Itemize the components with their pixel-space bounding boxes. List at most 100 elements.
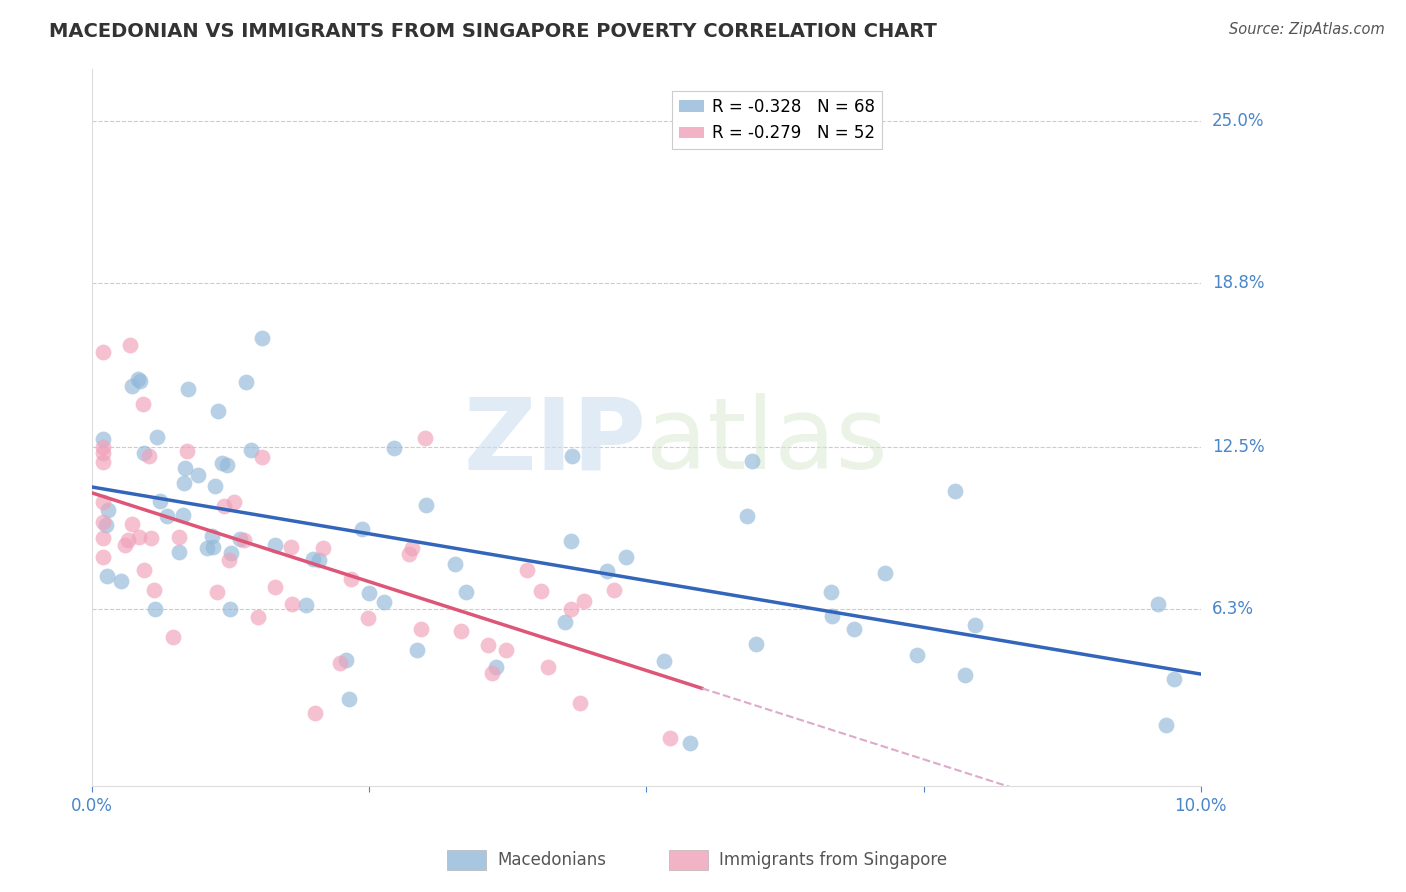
Point bbox=[350, 522, 373, 536]
Point bbox=[304, 706, 326, 720]
Point bbox=[1163, 672, 1185, 686]
Point bbox=[359, 586, 381, 600]
Point bbox=[965, 618, 987, 632]
Point bbox=[91, 433, 114, 447]
Point bbox=[91, 446, 114, 460]
Point bbox=[215, 458, 238, 472]
Point bbox=[156, 508, 179, 523]
Point bbox=[308, 553, 330, 567]
Point bbox=[450, 624, 472, 639]
Point bbox=[537, 660, 560, 674]
Point bbox=[495, 643, 517, 657]
Point bbox=[398, 547, 420, 561]
Point bbox=[252, 450, 274, 464]
Point bbox=[356, 611, 378, 625]
Text: 18.8%: 18.8% bbox=[1212, 274, 1264, 292]
Point bbox=[121, 379, 143, 393]
Point bbox=[97, 502, 120, 516]
Text: Source: ZipAtlas.com: Source: ZipAtlas.com bbox=[1229, 22, 1385, 37]
Point bbox=[312, 541, 335, 555]
Point bbox=[602, 582, 624, 597]
Point bbox=[301, 552, 323, 566]
Point bbox=[235, 375, 257, 389]
Point bbox=[382, 441, 405, 455]
Point bbox=[214, 499, 236, 513]
Point bbox=[219, 546, 242, 560]
Point bbox=[735, 508, 758, 523]
Point bbox=[953, 667, 976, 681]
Point bbox=[413, 431, 436, 445]
Text: 6.3%: 6.3% bbox=[1212, 599, 1254, 617]
Point bbox=[91, 516, 114, 530]
Point bbox=[246, 610, 269, 624]
Point bbox=[201, 529, 224, 543]
Point bbox=[162, 630, 184, 644]
Point bbox=[820, 608, 842, 623]
Point bbox=[943, 484, 966, 499]
Point bbox=[250, 330, 273, 344]
Point bbox=[477, 638, 499, 652]
Point bbox=[444, 557, 467, 571]
Point bbox=[337, 692, 360, 706]
Point bbox=[91, 440, 114, 454]
Point bbox=[561, 449, 583, 463]
Point bbox=[654, 654, 676, 668]
Point bbox=[91, 345, 114, 359]
Point bbox=[177, 382, 200, 396]
Point bbox=[167, 545, 190, 559]
Point bbox=[905, 648, 928, 663]
Point bbox=[143, 601, 166, 615]
Point bbox=[91, 455, 114, 469]
Point bbox=[264, 537, 287, 551]
Point bbox=[481, 665, 503, 680]
Point bbox=[173, 475, 195, 490]
Point bbox=[516, 563, 538, 577]
Point bbox=[129, 374, 152, 388]
Point bbox=[218, 553, 240, 567]
Point bbox=[842, 622, 865, 636]
Point bbox=[167, 530, 190, 544]
Point bbox=[485, 660, 508, 674]
Point bbox=[295, 599, 318, 613]
Text: Immigrants from Singapore: Immigrants from Singapore bbox=[720, 851, 948, 869]
Point bbox=[679, 736, 702, 750]
Point bbox=[224, 495, 246, 509]
Point bbox=[335, 653, 357, 667]
Point bbox=[560, 534, 582, 549]
Point bbox=[121, 517, 143, 532]
Point bbox=[127, 372, 149, 386]
Text: ZIP: ZIP bbox=[464, 393, 647, 491]
Point bbox=[128, 530, 150, 544]
Point bbox=[117, 533, 139, 548]
Point bbox=[239, 442, 262, 457]
Point bbox=[741, 454, 763, 468]
Point bbox=[744, 636, 766, 650]
Point bbox=[211, 456, 233, 470]
Point bbox=[172, 508, 194, 522]
Point bbox=[145, 430, 167, 444]
Point bbox=[207, 404, 229, 418]
Point bbox=[820, 585, 842, 599]
Point bbox=[280, 540, 302, 554]
Legend: R = -0.328   N = 68, R = -0.279   N = 52: R = -0.328 N = 68, R = -0.279 N = 52 bbox=[672, 91, 882, 149]
Point bbox=[415, 498, 437, 512]
Point bbox=[560, 602, 582, 616]
Point bbox=[572, 594, 595, 608]
Text: Macedonians: Macedonians bbox=[498, 851, 606, 869]
Point bbox=[205, 585, 228, 599]
Point bbox=[329, 656, 352, 670]
Point bbox=[176, 443, 198, 458]
Point bbox=[114, 538, 136, 552]
Point bbox=[263, 581, 285, 595]
Point bbox=[110, 574, 132, 588]
Point bbox=[134, 446, 156, 460]
Point bbox=[138, 449, 160, 463]
Point bbox=[91, 531, 114, 545]
Point bbox=[873, 566, 896, 580]
Point bbox=[204, 479, 226, 493]
Point bbox=[141, 531, 163, 545]
Text: 25.0%: 25.0% bbox=[1212, 112, 1264, 129]
Point bbox=[187, 468, 209, 483]
Point bbox=[340, 573, 363, 587]
Point bbox=[149, 494, 172, 508]
